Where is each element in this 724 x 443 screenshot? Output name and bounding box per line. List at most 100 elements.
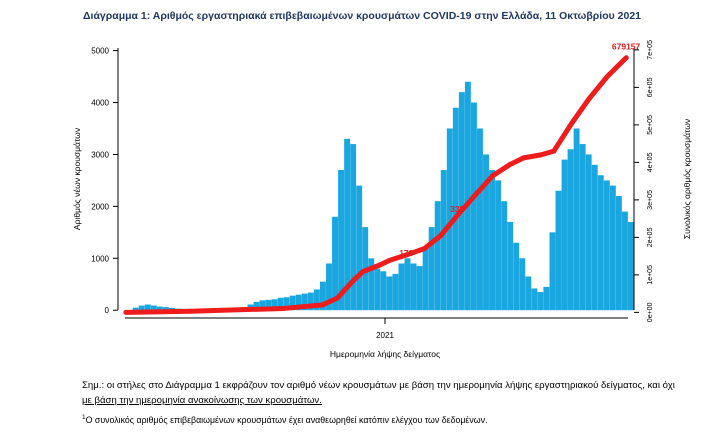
y-axis-label: Αριθμός νέων κρουσμάτων bbox=[72, 128, 82, 230]
axes-layer: 2021 Ημερομηνία λήψης δείγματος Αριθμός … bbox=[72, 48, 692, 359]
y2-tick-label: 2e+05 bbox=[647, 227, 654, 247]
note-line-2: με βάση την ημερομηνία ανακοίνωσης των κ… bbox=[82, 395, 322, 406]
bar bbox=[519, 258, 526, 311]
bar bbox=[531, 288, 538, 311]
cumulative-line-layer bbox=[123, 55, 629, 315]
bar bbox=[416, 266, 423, 311]
cumulative-line-segment bbox=[421, 233, 444, 252]
cumulative-data-label: 339 bbox=[450, 204, 464, 214]
bar bbox=[609, 185, 616, 311]
bar bbox=[326, 263, 332, 311]
y-tick-label: 0 bbox=[105, 306, 110, 315]
bar bbox=[489, 170, 496, 311]
chart-title: Διάγραμμα 1: Αριθμός εργαστηριακά επιβεβ… bbox=[82, 10, 642, 22]
bar bbox=[283, 297, 290, 311]
footnote: 1Ο συνολικός αριθμός επιβεβαιωμένων κρου… bbox=[82, 414, 487, 425]
bar bbox=[277, 297, 284, 311]
cumulative-line-segment bbox=[281, 302, 326, 311]
x-tick-label-2021: 2021 bbox=[376, 331, 394, 340]
bar bbox=[452, 107, 459, 311]
cumulative-data-label: 170 bbox=[399, 248, 413, 258]
bar bbox=[458, 92, 465, 311]
bar bbox=[549, 232, 556, 311]
bar bbox=[477, 128, 483, 311]
bar bbox=[591, 164, 598, 311]
cumulative-line-segment bbox=[403, 246, 427, 258]
bar bbox=[483, 154, 489, 311]
footnote-text: Ο συνολικός αριθμός επιβεβαιωμένων κρουσ… bbox=[85, 414, 488, 425]
bar bbox=[356, 185, 363, 311]
footnote-marker: 1 bbox=[82, 414, 86, 421]
bar bbox=[434, 201, 441, 311]
bar bbox=[446, 128, 453, 311]
bar bbox=[422, 247, 429, 311]
bar bbox=[404, 258, 411, 311]
bar bbox=[132, 307, 139, 311]
y2-tick-label: 3e+05 bbox=[647, 190, 654, 210]
bars-layer bbox=[132, 81, 634, 311]
bar bbox=[319, 281, 326, 311]
bar bbox=[561, 159, 568, 311]
bar bbox=[156, 306, 163, 311]
bar bbox=[543, 286, 550, 311]
bar bbox=[464, 81, 471, 311]
bar bbox=[169, 307, 175, 311]
bar bbox=[307, 292, 314, 311]
bar bbox=[338, 170, 345, 311]
cumulative-line-segment bbox=[551, 120, 575, 154]
y-ticks-layer: 0 1000 2000 3000 4000 5000 bbox=[91, 47, 118, 315]
cumulative-line-segment bbox=[320, 295, 340, 308]
cumulative-line-segment bbox=[123, 308, 194, 315]
cumulative-line-segment bbox=[569, 96, 592, 126]
bar bbox=[265, 299, 272, 311]
bar bbox=[621, 211, 628, 311]
bar bbox=[573, 128, 580, 311]
bar bbox=[537, 292, 544, 311]
cumulative-line-segment bbox=[490, 162, 513, 179]
bar bbox=[386, 276, 393, 311]
bar bbox=[507, 221, 514, 311]
cumulative-line-segment bbox=[507, 155, 527, 168]
y2-axis-label: Συνολικός αριθμός κρουσμάτων bbox=[682, 119, 692, 239]
bar bbox=[368, 258, 375, 311]
bar bbox=[428, 227, 435, 311]
bar bbox=[301, 293, 308, 311]
bar bbox=[470, 102, 477, 311]
bar bbox=[495, 180, 502, 311]
y-tick-label: 4000 bbox=[91, 99, 109, 108]
bar bbox=[410, 263, 417, 311]
cumulative-line-segment bbox=[521, 152, 544, 161]
cumulative-line-segment bbox=[586, 74, 610, 102]
bar bbox=[271, 299, 278, 311]
bar bbox=[295, 294, 302, 311]
bar bbox=[440, 170, 447, 311]
bar bbox=[150, 305, 157, 311]
bar bbox=[259, 300, 266, 311]
cumulative-line-segment bbox=[334, 277, 357, 301]
bar bbox=[628, 221, 634, 311]
note-line-1: Σημ.: οι στήλες στο Διάγραμμα 1 εκφράζου… bbox=[82, 380, 675, 391]
bar bbox=[332, 216, 338, 311]
bar bbox=[253, 301, 260, 311]
cumulative-line-segment bbox=[604, 55, 629, 79]
bar bbox=[344, 138, 351, 311]
cumulative-data-label: 679157 bbox=[612, 42, 641, 52]
y2-tick-label: 5e+05 bbox=[647, 115, 654, 135]
bar bbox=[567, 149, 574, 311]
data-labels-layer: 679157 339 170 bbox=[399, 42, 640, 258]
note: Σημ.: οι στήλες στο Διάγραμμα 1 εκφράζου… bbox=[82, 378, 712, 408]
y2-tick-label: 6e+05 bbox=[647, 77, 654, 97]
cumulative-line-segment bbox=[360, 262, 383, 274]
y-tick-label: 5000 bbox=[91, 47, 109, 56]
y2-tick-label: 4e+05 bbox=[647, 152, 654, 172]
bar bbox=[374, 268, 381, 311]
y2-tick-label: 7e+05 bbox=[647, 40, 654, 60]
cumulative-line-segment bbox=[438, 213, 460, 238]
bar bbox=[579, 144, 586, 311]
y2-tick-label: 1e+05 bbox=[647, 265, 654, 285]
bar bbox=[603, 180, 610, 311]
bar bbox=[501, 201, 508, 311]
bar bbox=[513, 242, 520, 311]
cumulative-line-segment bbox=[472, 173, 496, 198]
y2-tick-label: 0e+00 bbox=[647, 302, 654, 322]
